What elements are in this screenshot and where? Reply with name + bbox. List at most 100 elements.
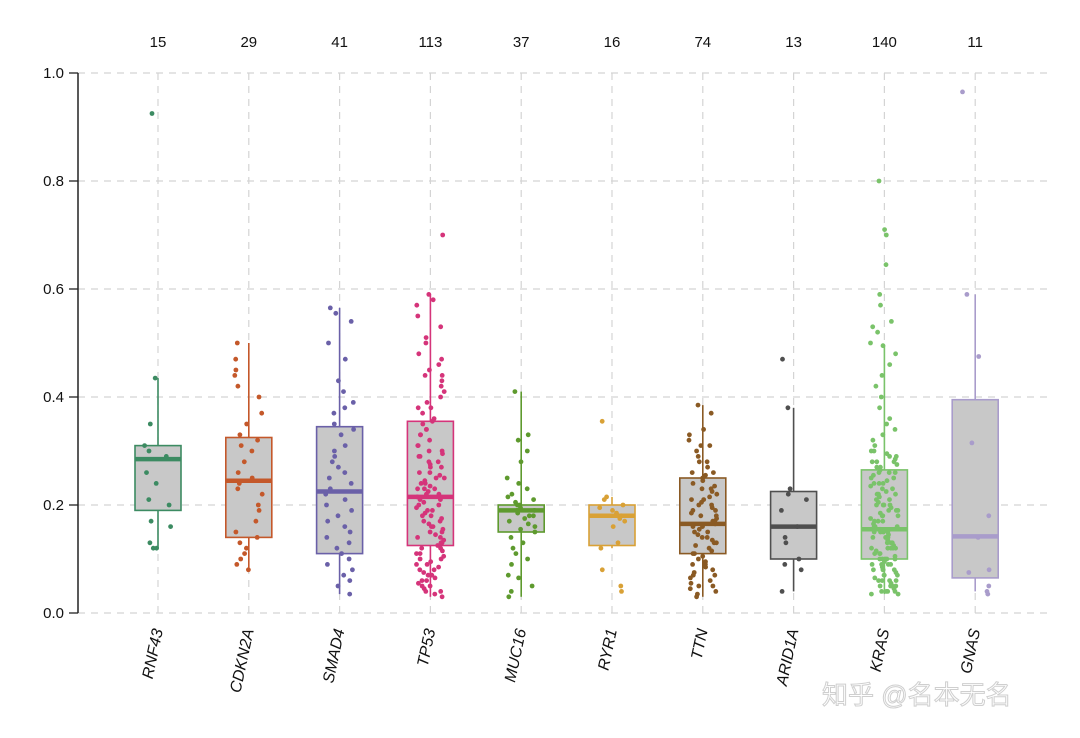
data-point [350, 400, 356, 405]
data-point [233, 356, 239, 362]
gene-label-gnas: GNAS [958, 627, 984, 675]
data-point [414, 551, 419, 556]
data-point [525, 521, 531, 527]
data-point [142, 443, 148, 448]
data-point [427, 529, 433, 535]
data-point [881, 572, 887, 578]
data-point [335, 583, 341, 589]
data-point [877, 292, 883, 297]
data-point [504, 475, 510, 481]
data-point [869, 591, 874, 597]
data-point [870, 535, 876, 540]
data-point [146, 448, 152, 454]
data-point [509, 491, 515, 497]
data-point [618, 583, 624, 589]
data-point [960, 89, 965, 95]
data-point [425, 572, 431, 578]
data-point [893, 583, 899, 589]
data-point [342, 356, 348, 362]
data-point [870, 324, 876, 330]
data-point [437, 518, 443, 524]
data-point [254, 535, 260, 540]
data-point [234, 562, 240, 567]
data-point [342, 497, 348, 502]
data-point [438, 589, 444, 594]
data-point [259, 491, 265, 497]
data-point [439, 464, 444, 470]
data-point [531, 513, 536, 519]
count-label: 13 [785, 34, 802, 51]
data-point [422, 481, 428, 486]
data-point [332, 454, 338, 459]
data-point [336, 464, 341, 470]
data-point [894, 524, 900, 529]
data-point [976, 354, 982, 359]
data-point [689, 497, 694, 502]
data-point [516, 575, 521, 581]
data-point [798, 567, 804, 573]
data-point [529, 583, 535, 589]
data-point [705, 464, 710, 470]
data-point [708, 410, 714, 416]
data-point [887, 416, 893, 421]
data-point [439, 373, 445, 378]
data-point [888, 583, 893, 589]
data-point [505, 572, 511, 578]
data-point [524, 486, 530, 492]
data-point [891, 459, 897, 465]
data-point [440, 232, 446, 238]
data-point [879, 373, 885, 378]
data-point [598, 545, 604, 551]
data-point [436, 502, 442, 508]
data-point [876, 470, 882, 475]
data-point [892, 589, 898, 594]
data-point [415, 405, 421, 411]
data-point [351, 427, 356, 432]
data-point [149, 111, 155, 116]
data-point [152, 375, 158, 381]
data-point [427, 437, 432, 443]
data-point [349, 508, 354, 513]
count-label: 140 [872, 34, 897, 51]
data-point [422, 486, 427, 492]
data-point [872, 518, 877, 524]
gene-label-smad4: SMAD4 [320, 627, 348, 685]
data-point [440, 451, 445, 457]
data-point [986, 513, 992, 519]
data-point [417, 470, 422, 475]
data-point [874, 491, 880, 497]
data-point [433, 475, 439, 481]
data-point [880, 518, 886, 524]
data-point [879, 578, 885, 583]
data-point [327, 305, 333, 311]
data-point [255, 437, 260, 443]
data-point [699, 535, 705, 540]
data-point [875, 329, 880, 335]
data-point [424, 491, 429, 497]
data-point [438, 394, 443, 400]
data-point [329, 459, 335, 465]
data-point [235, 383, 241, 389]
data-point [426, 448, 432, 454]
data-point [420, 410, 425, 416]
data-point [707, 494, 712, 500]
data-point [690, 508, 696, 513]
data-point [506, 518, 512, 524]
data-point [249, 448, 255, 454]
data-point [693, 543, 698, 548]
data-point [879, 562, 884, 567]
data-point [886, 508, 892, 513]
data-point [882, 227, 887, 233]
data-point [421, 570, 427, 575]
gene-label-muc16: MUC16 [502, 627, 530, 684]
data-point [713, 508, 718, 513]
data-point [686, 437, 692, 443]
data-point [688, 580, 694, 586]
data-point [878, 464, 883, 470]
data-point [620, 502, 626, 508]
data-point [429, 572, 435, 578]
data-point [435, 459, 441, 465]
data-point [975, 535, 981, 540]
count-label: 16 [604, 34, 621, 51]
data-point [711, 470, 716, 475]
